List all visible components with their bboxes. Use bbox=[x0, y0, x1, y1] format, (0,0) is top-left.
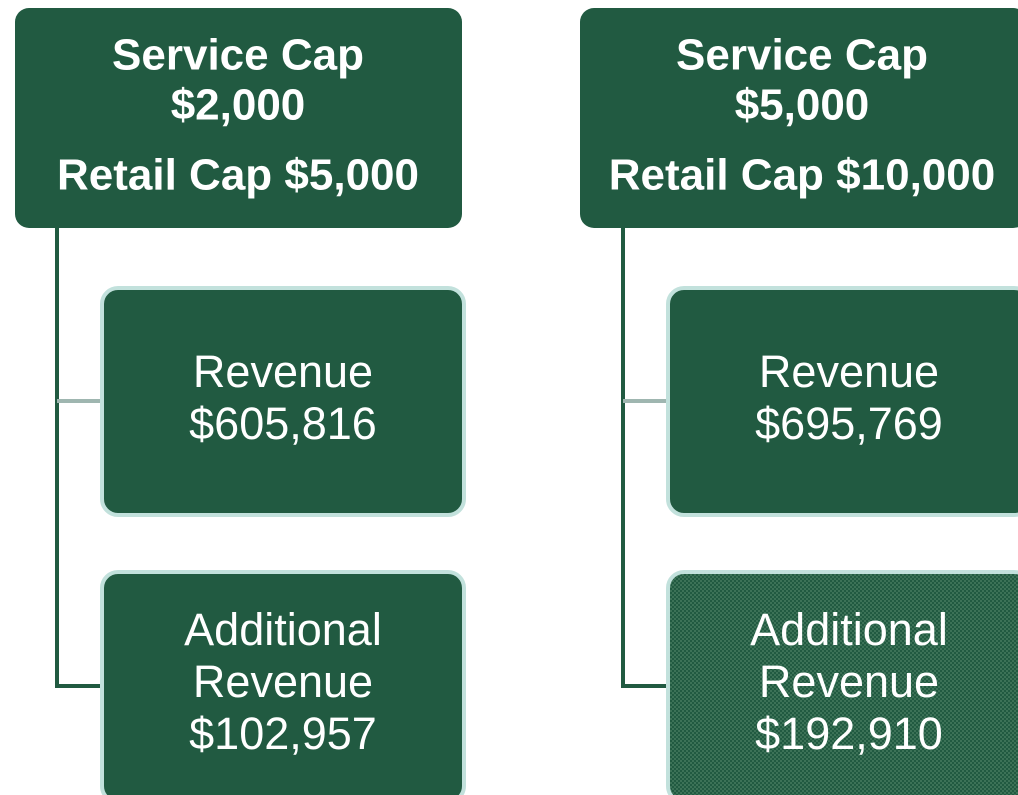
child-text: $192,910 bbox=[755, 708, 943, 759]
child-box bbox=[100, 570, 466, 795]
header-text: Retail Cap $5,000 bbox=[57, 151, 419, 200]
header-text: $2,000 bbox=[171, 81, 306, 130]
header-text: $5,000 bbox=[735, 81, 870, 130]
child-box bbox=[666, 286, 1018, 517]
child-box bbox=[666, 570, 1018, 795]
child-box bbox=[100, 286, 466, 517]
child-text: $605,816 bbox=[189, 398, 377, 449]
child-text: Revenue bbox=[193, 346, 373, 397]
child-text: $695,769 bbox=[755, 398, 943, 449]
header-box bbox=[15, 8, 462, 228]
child-text: Revenue bbox=[193, 656, 373, 707]
header-text: Service Cap bbox=[676, 31, 928, 80]
child-text: Revenue bbox=[759, 346, 939, 397]
header-text: Retail Cap $10,000 bbox=[609, 151, 995, 200]
header-box bbox=[580, 8, 1018, 228]
child-text: $102,957 bbox=[189, 708, 377, 759]
child-text: Additional bbox=[184, 604, 382, 655]
child-text: Revenue bbox=[759, 656, 939, 707]
child-text: Additional bbox=[750, 604, 948, 655]
header-text: Service Cap bbox=[112, 31, 364, 80]
